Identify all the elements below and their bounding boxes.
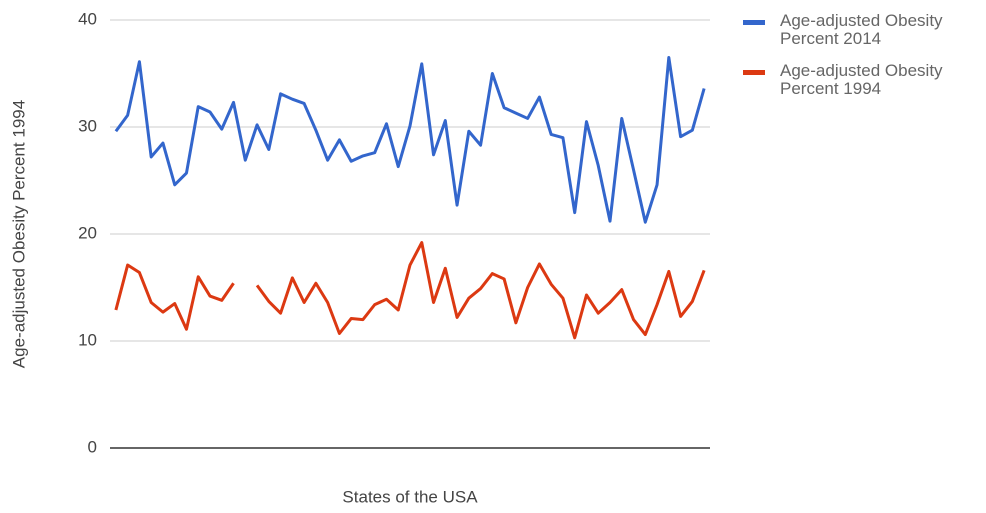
series-line xyxy=(114,55,706,224)
y-axis-title: Age-adjusted Obesity Percent 1994 xyxy=(9,100,28,368)
legend-label: Age-adjusted Obesity Percent 1994 xyxy=(780,61,943,98)
legend: Age-adjusted Obesity Percent 2014 Age-adj… xyxy=(743,12,973,112)
y-tick-label: 30 xyxy=(78,116,97,135)
y-tick-label: 10 xyxy=(78,330,97,349)
legend-item: Age-adjusted Obesity Percent 2014 xyxy=(743,12,973,48)
series-line xyxy=(114,241,706,340)
legend-item: Age-adjusted Obesity Percent 1994 xyxy=(743,62,973,98)
y-tick-label: 0 xyxy=(88,437,97,456)
y-tick-label: 40 xyxy=(78,9,97,28)
y-tick-label: 20 xyxy=(78,223,97,242)
legend-label: Age-adjusted Obesity Percent 2014 xyxy=(780,11,943,48)
x-axis-title: States of the USA xyxy=(342,487,478,506)
legend-swatch xyxy=(743,70,765,75)
legend-swatch xyxy=(743,20,765,25)
